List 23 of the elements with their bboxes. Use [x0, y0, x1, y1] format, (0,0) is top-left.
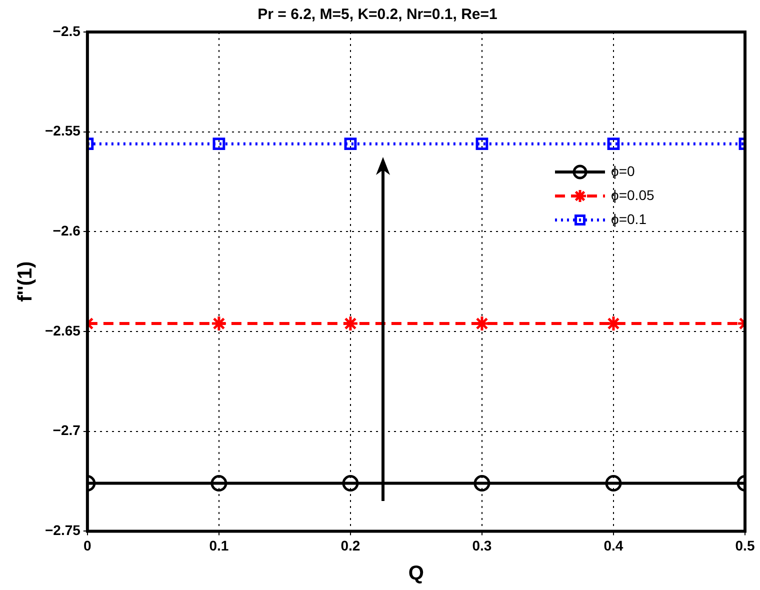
x-tick-label: 0.3 [472, 537, 492, 554]
chart-title: Pr = 6.2, M=5, K=0.2, Nr=0.1, Re=1 [258, 6, 498, 24]
x-tick-label: 0.2 [340, 537, 360, 554]
y-tick-label: −2.6 [52, 222, 81, 239]
y-tick-label: −2.5 [52, 22, 81, 39]
y-tick-label: −2.75 [44, 522, 81, 538]
x-axis-title: Q [408, 562, 424, 585]
y-tick-label: −2.55 [44, 122, 81, 139]
point [342, 315, 359, 332]
legend-label: ϕ=0 [611, 162, 636, 179]
legend-label: ϕ=0.1 [611, 210, 647, 227]
x-tick-label: 0.4 [604, 537, 624, 554]
x-tick-label: 0.1 [209, 537, 229, 554]
point [476, 138, 488, 150]
point [474, 475, 490, 492]
y-tick-label: −2.65 [44, 322, 81, 338]
y-axis-title: f''(1) [14, 261, 37, 302]
legend-label: ϕ=0.05 [611, 186, 654, 203]
point [342, 475, 359, 492]
point [344, 138, 357, 150]
x-tick-label: 0.5 [735, 537, 755, 554]
y-tick-label: −2.7 [52, 422, 81, 438]
x-tick-label: 0 [84, 537, 92, 554]
